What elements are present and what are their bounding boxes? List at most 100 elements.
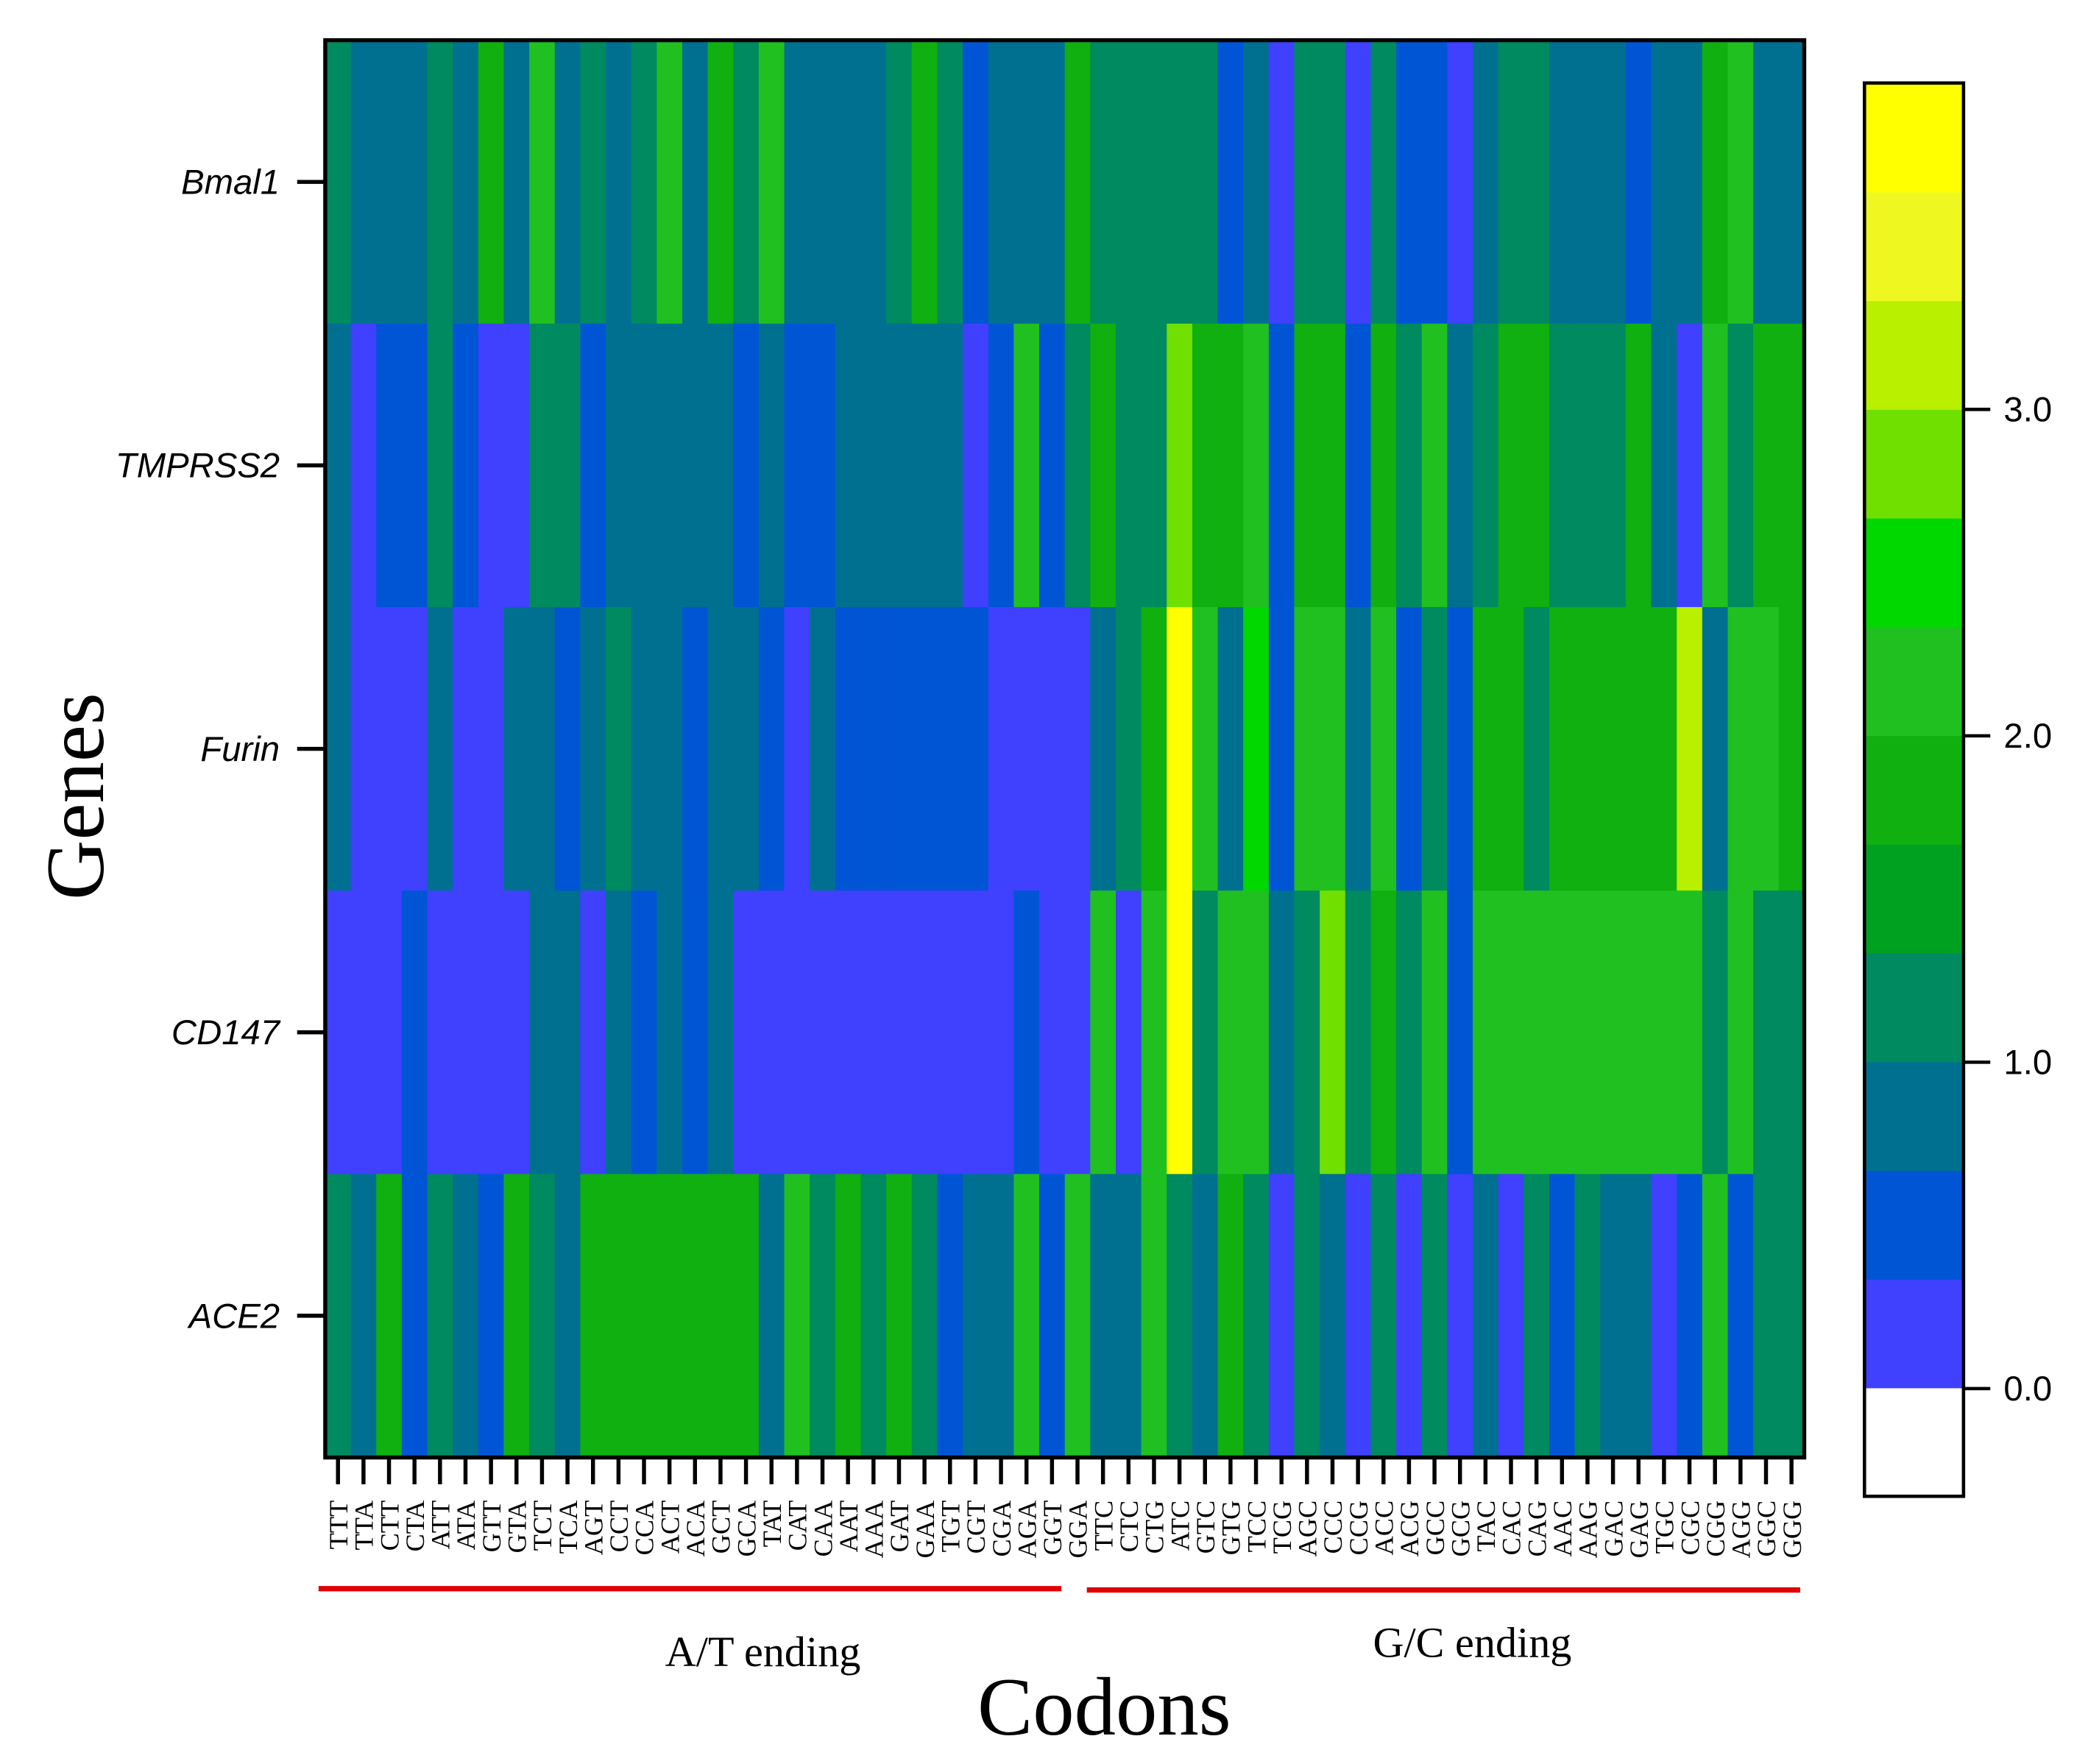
cell bbox=[1167, 40, 1194, 325]
cell bbox=[784, 606, 811, 892]
cell bbox=[1192, 323, 1219, 609]
cell bbox=[606, 1174, 632, 1459]
colorbar-band bbox=[1864, 735, 1964, 845]
x-tick-label: GGG bbox=[1777, 1501, 1807, 1559]
cell bbox=[1217, 323, 1245, 609]
x-tick-label: CCG bbox=[1344, 1501, 1373, 1556]
cell bbox=[988, 1174, 1015, 1459]
cell bbox=[911, 323, 938, 609]
cell bbox=[1217, 890, 1245, 1175]
cell bbox=[453, 40, 479, 325]
cell bbox=[835, 40, 862, 325]
cell bbox=[1320, 606, 1346, 892]
cell bbox=[503, 606, 531, 892]
cell bbox=[963, 606, 989, 892]
x-tick-label: CGG bbox=[1701, 1501, 1730, 1557]
cell bbox=[1013, 1174, 1041, 1459]
cell bbox=[937, 323, 964, 609]
cell bbox=[1345, 890, 1372, 1175]
cell bbox=[1600, 1174, 1627, 1459]
x-tick-label: TTT bbox=[324, 1501, 353, 1550]
cell bbox=[529, 40, 556, 325]
cell bbox=[350, 1174, 378, 1459]
cell bbox=[1064, 323, 1091, 609]
cell bbox=[758, 323, 785, 609]
cell bbox=[1141, 890, 1168, 1175]
colorbar-tick-label: 3.0 bbox=[2003, 391, 2052, 430]
cell bbox=[1039, 40, 1066, 325]
x-tick-label: CAG bbox=[1522, 1501, 1551, 1557]
cell bbox=[631, 1174, 658, 1459]
cell bbox=[580, 606, 607, 892]
x-tick-label: CTG bbox=[1140, 1501, 1169, 1554]
x-tick-label: CTT bbox=[375, 1501, 404, 1551]
cell bbox=[1625, 40, 1652, 325]
cell bbox=[529, 323, 556, 609]
cell bbox=[784, 890, 811, 1175]
cell bbox=[1396, 606, 1423, 892]
cell bbox=[682, 1174, 709, 1459]
cell bbox=[1625, 323, 1652, 609]
cell bbox=[1345, 323, 1372, 609]
x-tick-label: CTC bbox=[1114, 1501, 1144, 1553]
cell bbox=[376, 606, 403, 892]
cell bbox=[453, 1174, 479, 1459]
cell bbox=[554, 606, 581, 892]
cell bbox=[1421, 1174, 1448, 1459]
cell bbox=[707, 40, 735, 325]
cell bbox=[1192, 890, 1219, 1175]
cell bbox=[963, 323, 989, 609]
cell bbox=[1574, 890, 1602, 1175]
cell bbox=[1523, 890, 1551, 1175]
cell bbox=[860, 890, 888, 1175]
cell bbox=[1039, 323, 1066, 609]
cell bbox=[1727, 40, 1755, 325]
x-tick-label: GTC bbox=[1191, 1501, 1220, 1554]
cell bbox=[1473, 323, 1499, 609]
cell bbox=[554, 40, 581, 325]
cell bbox=[1345, 40, 1372, 325]
cell bbox=[860, 323, 888, 609]
cell bbox=[1651, 890, 1678, 1175]
cell bbox=[1115, 606, 1142, 892]
cell bbox=[1778, 1174, 1805, 1459]
x-tick-label: GAT bbox=[885, 1501, 914, 1553]
cell bbox=[1294, 323, 1321, 609]
cell bbox=[1574, 323, 1602, 609]
cell bbox=[784, 40, 811, 325]
cell bbox=[784, 323, 811, 609]
cell bbox=[1473, 1174, 1499, 1459]
cell bbox=[1013, 890, 1041, 1175]
cell bbox=[657, 323, 684, 609]
cell bbox=[1115, 890, 1142, 1175]
cell bbox=[478, 323, 505, 609]
cell bbox=[1345, 1174, 1372, 1459]
x-tick-label: GAA bbox=[910, 1501, 940, 1559]
cell bbox=[580, 890, 607, 1175]
cell bbox=[963, 1174, 989, 1459]
cell bbox=[1167, 323, 1194, 609]
x-tick-label: TCC bbox=[1242, 1501, 1271, 1553]
cell bbox=[1778, 606, 1805, 892]
cell bbox=[350, 606, 378, 892]
cell bbox=[427, 606, 454, 892]
cell bbox=[1064, 606, 1091, 892]
cell bbox=[1421, 606, 1448, 892]
cell bbox=[860, 606, 888, 892]
cell bbox=[733, 890, 760, 1175]
cell bbox=[325, 323, 352, 609]
cell bbox=[1243, 40, 1270, 325]
colorbar-tick-label: 2.0 bbox=[2003, 717, 2052, 756]
x-tick-label: AAA bbox=[860, 1501, 889, 1559]
cell bbox=[376, 1174, 403, 1459]
cell bbox=[911, 890, 938, 1175]
cell bbox=[478, 40, 505, 325]
cell bbox=[1600, 606, 1627, 892]
cell bbox=[1013, 40, 1041, 325]
x-tick-label: CAC bbox=[1497, 1501, 1526, 1556]
x-tick-label: ACT bbox=[655, 1501, 684, 1554]
cell bbox=[1727, 890, 1755, 1175]
cell bbox=[1370, 323, 1398, 609]
cell bbox=[1294, 1174, 1321, 1459]
